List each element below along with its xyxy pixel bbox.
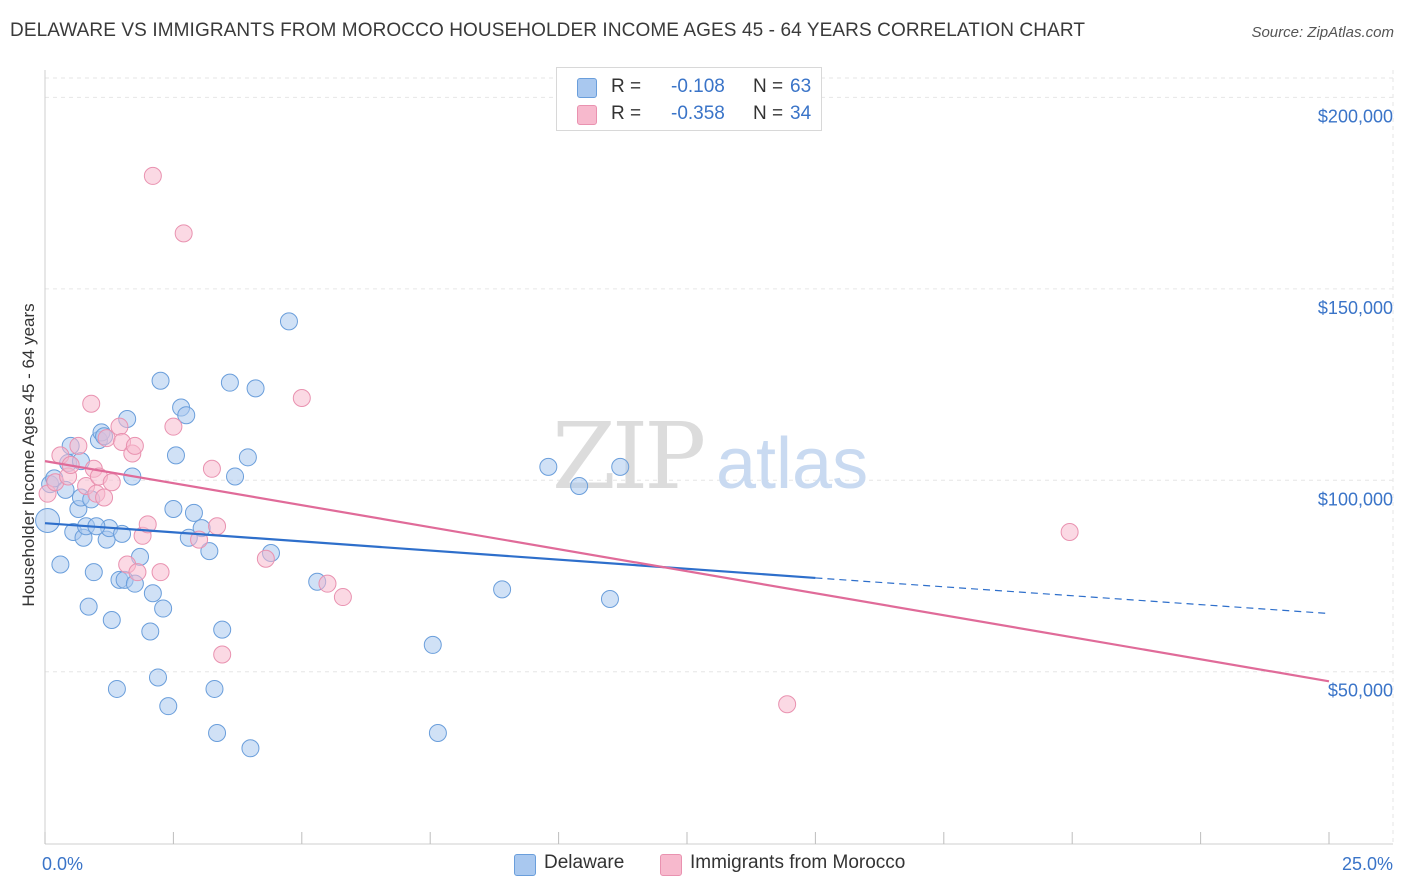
- morocco-point: [138, 515, 157, 534]
- r-value: -0.358: [671, 103, 725, 124]
- trend-layer: [44, 460, 1330, 683]
- delaware-point: [154, 599, 173, 618]
- delaware-point: [493, 580, 512, 599]
- r-label: R =: [611, 76, 642, 97]
- source-label: Source: ZipAtlas.com: [1251, 24, 1394, 41]
- delaware-point: [102, 611, 121, 630]
- delaware-point: [600, 589, 619, 608]
- morocco-point: [318, 574, 337, 593]
- morocco-point: [151, 563, 170, 582]
- watermark: ZIP atlas: [552, 403, 868, 510]
- y-tick-label: $150,000: [1318, 298, 1393, 318]
- delaware-point: [151, 371, 170, 390]
- morocco-point: [125, 436, 144, 455]
- delaware-point: [159, 697, 178, 716]
- morocco-point: [202, 459, 221, 478]
- delaware-point: [200, 542, 219, 561]
- morocco-point: [213, 645, 232, 664]
- legend-label: Immigrants from Morocco: [690, 852, 906, 873]
- delaware-point: [238, 448, 257, 467]
- n-label: N =: [753, 76, 784, 97]
- x-tick-label-max: 25.0%: [1342, 854, 1393, 874]
- morocco-point: [174, 224, 193, 243]
- grid-layer: [45, 70, 1394, 844]
- blue-swatch-icon: [577, 78, 597, 98]
- pink-swatch-icon: [660, 854, 682, 876]
- delaware-point: [570, 477, 589, 496]
- delaware-point: [107, 679, 126, 698]
- delaware-point: [428, 723, 447, 742]
- morocco-point: [143, 166, 162, 185]
- r-value: -0.108: [671, 76, 725, 97]
- morocco-point: [333, 588, 352, 607]
- morocco-point: [82, 394, 101, 413]
- morocco-point: [69, 436, 88, 455]
- y-tick-label: $50,000: [1328, 681, 1393, 701]
- blue-swatch-icon: [514, 854, 536, 876]
- y-tick-label: $200,000: [1318, 106, 1393, 126]
- y-tick-label: $100,000: [1318, 489, 1393, 509]
- stats-legend: R = -0.108 N = 63 R = -0.358 N = 34: [556, 67, 822, 131]
- morocco-point: [256, 549, 275, 568]
- delaware-trendline-extension: [815, 577, 1330, 615]
- y-axis-label: Householder Income Ages 45 - 64 years: [19, 303, 38, 606]
- delaware-point: [205, 679, 224, 698]
- delaware-point: [148, 668, 167, 687]
- n-value: 63: [790, 76, 812, 97]
- morocco-point: [128, 563, 147, 582]
- morocco-point: [292, 388, 311, 407]
- delaware-trendline: [44, 522, 816, 580]
- delaware-point: [611, 457, 630, 476]
- delaware-point: [177, 406, 196, 425]
- delaware-point: [213, 620, 232, 639]
- delaware-point: [143, 584, 162, 603]
- delaware-point: [208, 723, 227, 742]
- morocco-point: [110, 417, 129, 436]
- morocco-point: [102, 473, 121, 492]
- chart-title: DELAWARE VS IMMIGRANTS FROM MOROCCO HOUS…: [10, 20, 1086, 41]
- delaware-point: [539, 457, 558, 476]
- delaware-point: [79, 597, 98, 616]
- n-value: 34: [790, 103, 812, 124]
- legend-label: Delaware: [544, 852, 625, 873]
- morocco-point: [778, 695, 797, 714]
- morocco-point: [1060, 522, 1079, 541]
- delaware-point: [141, 622, 160, 641]
- delaware-point: [51, 555, 70, 574]
- delaware-point: [184, 503, 203, 522]
- r-label: R =: [611, 103, 642, 124]
- watermark-atlas: atlas: [716, 424, 868, 504]
- delaware-point: [220, 373, 239, 392]
- watermark-zip: ZIP: [552, 403, 703, 510]
- delaware-point: [35, 507, 61, 533]
- pink-swatch-icon: [577, 105, 597, 125]
- delaware-point: [241, 739, 260, 758]
- label-layer: Householder Income Ages 45 - 64 years 0.…: [19, 303, 1393, 874]
- delaware-point: [246, 379, 265, 398]
- morocco-trendline: [44, 460, 1330, 683]
- delaware-point: [423, 635, 442, 654]
- delaware-point: [84, 563, 103, 582]
- delaware-point: [226, 467, 245, 486]
- axis-layer: $50,000 $100,000 $150,000 $200,000: [44, 70, 1393, 845]
- x-tick-label-min: 0.0%: [42, 854, 83, 874]
- points-layer: [35, 166, 1079, 758]
- delaware-point: [279, 312, 298, 331]
- delaware-point: [164, 500, 183, 518]
- morocco-point: [208, 517, 227, 536]
- delaware-point: [166, 446, 185, 465]
- morocco-point: [95, 488, 114, 507]
- n-label: N =: [753, 103, 784, 124]
- morocco-point: [164, 417, 183, 436]
